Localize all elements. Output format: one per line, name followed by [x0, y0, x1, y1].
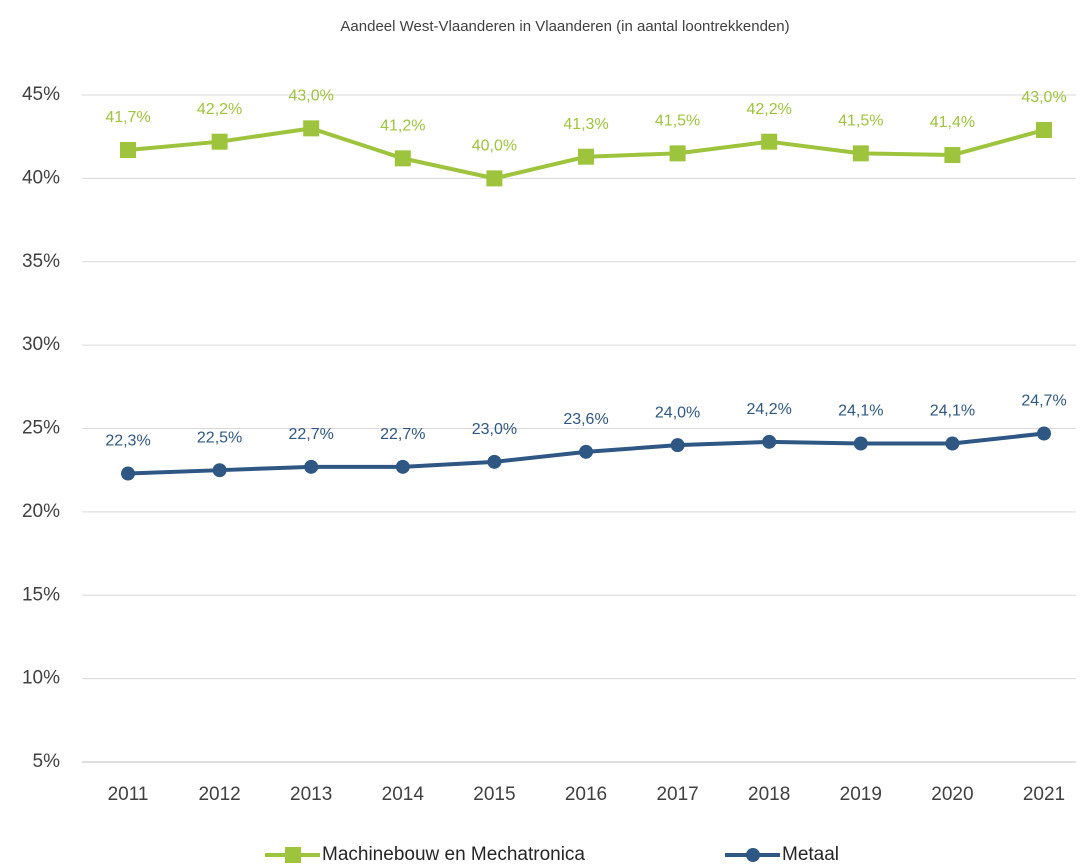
- data-point: [487, 454, 502, 469]
- data-label: 43,0%: [289, 88, 334, 105]
- data-label: 43,0%: [1021, 89, 1066, 106]
- data-point: [1036, 122, 1052, 139]
- data-label: 41,2%: [380, 118, 425, 135]
- data-label: 24,7%: [1021, 393, 1066, 410]
- data-label: 41,4%: [930, 114, 975, 131]
- y-tick-label: 15%: [22, 584, 60, 605]
- data-label: 41,7%: [105, 109, 150, 126]
- data-point: [394, 150, 411, 167]
- x-tick-label: 2020: [931, 784, 973, 805]
- legend-label: Metaal: [782, 844, 839, 865]
- data-label: 22,7%: [289, 426, 334, 443]
- x-tick-label: 2013: [290, 784, 332, 805]
- y-tick-label: 35%: [22, 251, 60, 272]
- legend-marker: [285, 847, 301, 863]
- data-label: 24,1%: [838, 403, 883, 420]
- data-label: 41,5%: [655, 113, 700, 130]
- data-label: 23,0%: [472, 421, 517, 438]
- y-tick-label: 30%: [22, 334, 60, 355]
- data-point: [120, 142, 136, 159]
- x-tick-label: 2014: [382, 784, 425, 805]
- data-label: 22,3%: [105, 433, 150, 450]
- data-point: [944, 147, 961, 164]
- y-tick-label: 40%: [22, 167, 60, 188]
- x-tick-label: 2015: [473, 784, 515, 805]
- data-point: [852, 145, 869, 162]
- y-tick-label: 10%: [22, 668, 60, 689]
- data-label: 42,2%: [197, 101, 242, 118]
- data-label: 23,6%: [563, 411, 608, 428]
- x-tick-label: 2019: [840, 784, 882, 805]
- data-label: 24,2%: [747, 401, 792, 418]
- y-tick-label: 45%: [22, 84, 60, 105]
- chart-title: Aandeel West-Vlaanderen in Vlaanderen (i…: [340, 18, 789, 35]
- legend-marker: [746, 848, 760, 862]
- data-point: [1037, 426, 1051, 441]
- data-label: 40,0%: [472, 138, 517, 155]
- data-point: [853, 436, 868, 451]
- data-point: [579, 444, 593, 459]
- data-point: [761, 133, 778, 150]
- x-tick-label: 2017: [656, 784, 698, 805]
- y-tick-label: 5%: [33, 751, 61, 772]
- data-point: [578, 148, 594, 165]
- data-point: [762, 434, 777, 449]
- data-point: [395, 459, 410, 474]
- data-point: [945, 436, 960, 451]
- data-point: [303, 120, 320, 137]
- data-label: 24,0%: [655, 404, 700, 421]
- data-label: 22,5%: [197, 429, 242, 446]
- x-tick-label: 2021: [1023, 784, 1065, 805]
- x-tick-label: 2012: [198, 784, 240, 805]
- y-tick-label: 25%: [22, 418, 60, 439]
- data-label: 41,3%: [563, 116, 608, 133]
- data-point: [212, 463, 227, 478]
- data-point: [304, 459, 319, 474]
- x-tick-label: 2016: [565, 784, 607, 805]
- x-tick-label: 2011: [108, 784, 149, 805]
- data-point: [121, 466, 135, 481]
- legend-label: Machinebouw en Mechatronica: [322, 844, 585, 865]
- data-label: 24,1%: [930, 403, 975, 420]
- data-point: [486, 170, 503, 187]
- y-tick-label: 20%: [22, 501, 60, 522]
- data-point: [211, 133, 228, 150]
- x-tick-label: 2018: [748, 784, 790, 805]
- data-label: 41,5%: [838, 113, 883, 130]
- data-label: 22,7%: [380, 426, 425, 443]
- data-label: 42,2%: [747, 101, 792, 118]
- data-point: [670, 438, 685, 453]
- data-point: [669, 145, 686, 162]
